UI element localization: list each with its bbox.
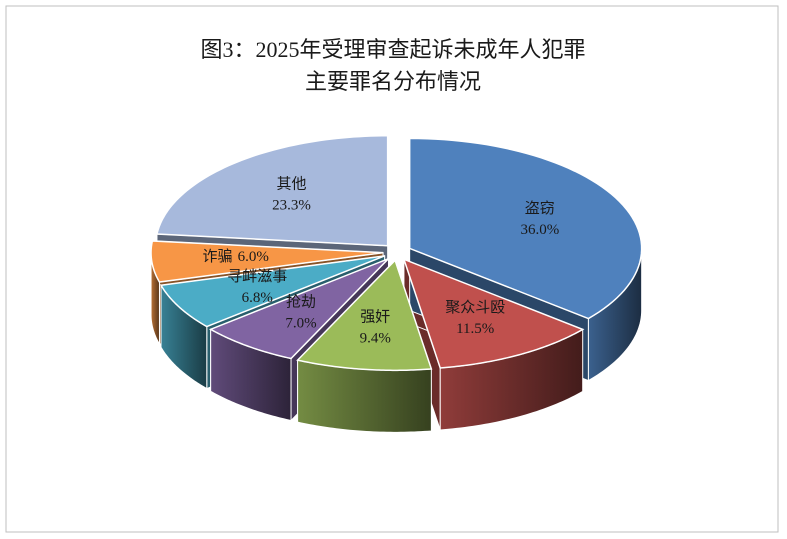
slice xyxy=(208,257,390,360)
slice-side xyxy=(297,359,432,433)
slice xyxy=(408,137,643,320)
value-label: 7.0% xyxy=(285,315,316,331)
slice xyxy=(156,134,389,247)
category-label: 其他 xyxy=(276,175,306,192)
value-label: 23.3% xyxy=(272,197,311,213)
slice-tops xyxy=(150,134,643,372)
data-label: 诈骗 6.0% xyxy=(203,249,269,266)
value-label: 6.0% xyxy=(238,250,269,266)
value-label: 6.8% xyxy=(242,290,273,306)
value-label: 36.0% xyxy=(520,222,559,238)
slice xyxy=(150,240,384,283)
slice xyxy=(159,255,385,328)
category-label: 盗窃 xyxy=(525,200,555,217)
slice xyxy=(402,258,585,369)
slice xyxy=(296,258,433,372)
category-label: 聚众斗殴 xyxy=(445,299,505,316)
category-label: 寻衅滋事 xyxy=(227,268,287,285)
value-label: 9.4% xyxy=(360,330,391,346)
labels: 盗窃 36.0% 聚众斗殴 11.5% 强奸 9.4% 抢劫 7.0% 寻衅滋事 6.8% 诈骗 6.… xyxy=(203,175,560,346)
value-label: 11.5% xyxy=(456,321,494,337)
category-label: 抢劫 xyxy=(286,292,316,310)
category-label: 强奸 xyxy=(360,308,390,325)
chart-title: 主要罪名分布情况 xyxy=(305,69,481,94)
chart-title: 图3：2025年受理审查起诉未成年人犯罪 xyxy=(200,37,585,62)
category-label: 诈骗 xyxy=(203,249,233,266)
